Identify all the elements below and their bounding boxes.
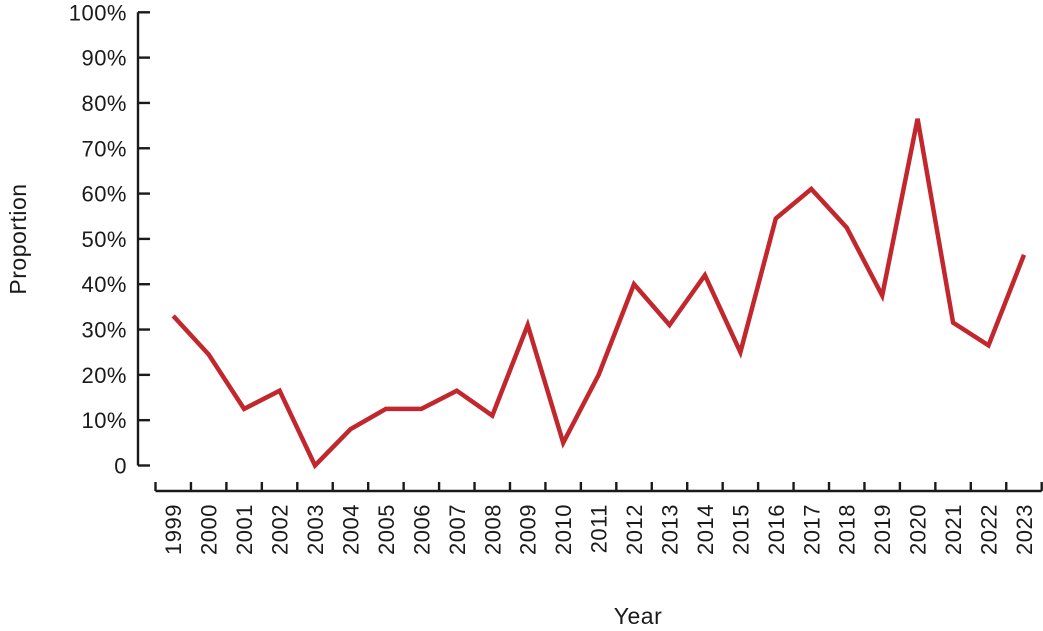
x-tick-label: 2012 xyxy=(622,504,647,555)
x-tick-label: 2019 xyxy=(870,504,895,555)
x-tick-label: 2007 xyxy=(445,504,470,555)
x-tick-label: 2003 xyxy=(303,504,328,555)
x-tick-label: 2001 xyxy=(232,504,257,555)
x-tick-label: 2016 xyxy=(764,504,789,555)
x-tick-label: 2006 xyxy=(409,504,434,555)
data-line xyxy=(171,118,1027,470)
x-tick-label: 2004 xyxy=(338,504,363,555)
x-tick-label: 2010 xyxy=(551,504,576,555)
y-axis: 0 10% 20% 30% 40% 50% 60% 70% 80% 90% 100% xyxy=(69,0,150,479)
x-tick-label: 2017 xyxy=(799,504,824,555)
data-line-group xyxy=(171,118,1027,470)
x-tick-label: 2015 xyxy=(728,504,753,555)
y-tick-label: 0 xyxy=(114,454,127,479)
x-tick-label: 2008 xyxy=(480,504,505,555)
x-tick-label: 2002 xyxy=(268,504,293,555)
x-tick-label: 2009 xyxy=(516,504,541,555)
x-tick-label: 1999 xyxy=(161,504,186,555)
x-tick-label: 2021 xyxy=(941,504,966,555)
y-tick-label: 50% xyxy=(81,227,127,252)
x-tick-label: 2018 xyxy=(835,504,860,555)
x-tick-label: 2011 xyxy=(587,504,612,553)
y-tick-label: 60% xyxy=(81,182,127,207)
x-tick-label: 2014 xyxy=(693,504,718,555)
y-axis-label: Proportion xyxy=(5,183,31,294)
y-tick-label: 10% xyxy=(81,408,127,433)
y-tick-label: 100% xyxy=(69,0,127,25)
x-tick-label: 2022 xyxy=(977,504,1002,555)
x-tick-label: 2023 xyxy=(1012,504,1037,555)
x-axis-label: Year xyxy=(614,603,662,629)
y-tick-label: 20% xyxy=(81,363,127,388)
x-tick-label: 2013 xyxy=(657,504,682,555)
y-tick-label: 80% xyxy=(81,91,127,116)
x-axis: 1999 2000 2001 2002 2003 2004 2005 2006 2007 2008… xyxy=(154,482,1043,555)
y-tick-label: 30% xyxy=(81,318,127,343)
y-tick-label: 70% xyxy=(81,136,127,161)
x-tick-label: 2005 xyxy=(374,504,399,555)
x-tick-label: 2000 xyxy=(197,504,222,555)
y-tick-label: 90% xyxy=(81,46,127,71)
x-tick-label: 2020 xyxy=(906,504,931,555)
y-tick-label: 40% xyxy=(81,272,127,297)
